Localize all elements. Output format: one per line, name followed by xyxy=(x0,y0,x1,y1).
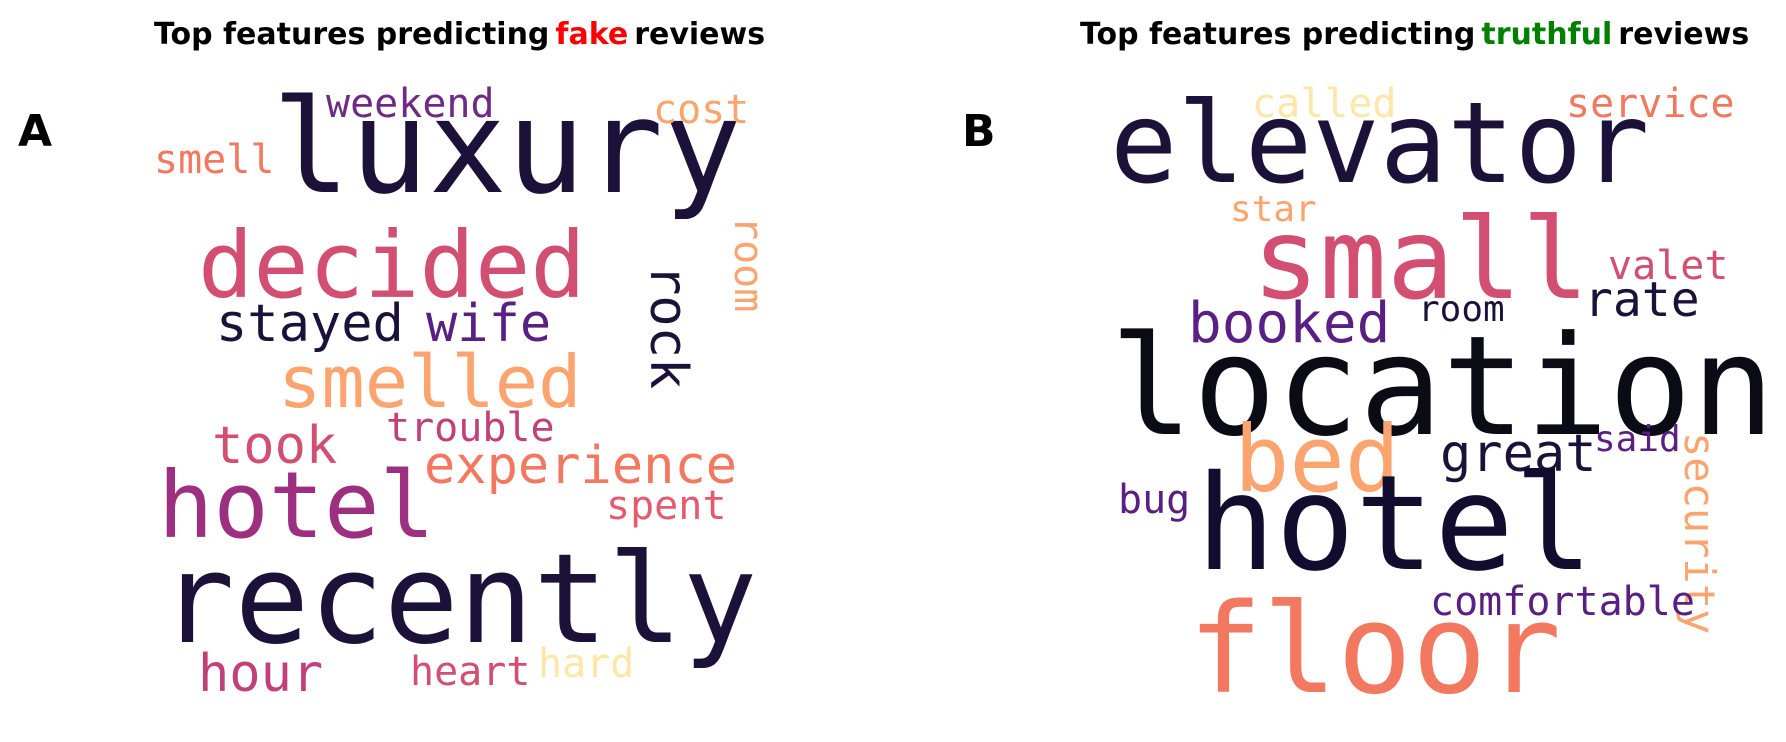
word-recently: recently xyxy=(160,528,758,672)
word-elevator: elevator xyxy=(1110,79,1650,209)
word-called: called xyxy=(1252,81,1397,127)
word-location: location xyxy=(1110,306,1775,467)
word-experience: experience xyxy=(424,436,738,496)
word-service: service xyxy=(1566,81,1735,127)
word-great: great xyxy=(1440,424,1597,484)
word-hotel: hotel xyxy=(158,452,435,559)
word-booked: booked xyxy=(1188,291,1391,356)
panel-a-title-suffix: reviews xyxy=(634,17,766,52)
word-rate: rate xyxy=(1584,272,1700,328)
panel-b-title: Top features predicting truthful reviews xyxy=(1080,20,1749,50)
word-weekend: weekend xyxy=(326,81,495,127)
word-hour: hour xyxy=(198,644,324,704)
word-room: room xyxy=(1418,289,1505,330)
word-took: took xyxy=(212,416,338,476)
word-wife: wife xyxy=(426,294,552,354)
word-valet: valet xyxy=(1608,243,1729,289)
word-decided: decided xyxy=(198,212,586,319)
panel-label-b: B xyxy=(962,106,996,157)
panel-b-title-prefix: Top features predicting xyxy=(1080,17,1476,52)
word-floor: floor xyxy=(1188,578,1562,722)
word-smelled: smelled xyxy=(278,340,582,424)
panel-b-title-suffix: reviews xyxy=(1618,17,1750,52)
word-bug: bug xyxy=(1118,477,1191,523)
word-spent: spent xyxy=(606,483,727,529)
word-said: said xyxy=(1594,419,1681,460)
word-hard: hard xyxy=(538,641,635,687)
word-small: small xyxy=(1252,195,1590,325)
word-cloud-panel-a: A Top features predicting fake reviews lux… xyxy=(18,20,771,704)
word-smell: smell xyxy=(154,137,275,183)
word-heart: heart xyxy=(410,649,531,695)
word-stayed: stayed xyxy=(216,294,404,354)
word-star: star xyxy=(1230,189,1317,230)
panel-label-a: A xyxy=(18,106,53,157)
word-room-vertical: room xyxy=(725,216,771,313)
panel-a-title-prefix: Top features predicting xyxy=(154,17,550,52)
panel-a-title-highlight: fake xyxy=(555,17,629,52)
word-bed: bed xyxy=(1234,406,1401,513)
word-cost: cost xyxy=(653,87,750,133)
word-trouble: trouble xyxy=(386,405,555,451)
word-luxury: luxury xyxy=(272,71,742,223)
panel-b-title-highlight: truthful xyxy=(1481,17,1613,52)
panel-a-title: Top features predicting fake reviews xyxy=(154,20,765,50)
word-rock-vertical: rock xyxy=(638,264,698,390)
word-hotel: hotel xyxy=(1196,447,1594,601)
word-comfortable: comfortable xyxy=(1430,579,1695,625)
word-cloud-panel-b: B Top features predicting truthful reviews… xyxy=(900,0,1786,742)
